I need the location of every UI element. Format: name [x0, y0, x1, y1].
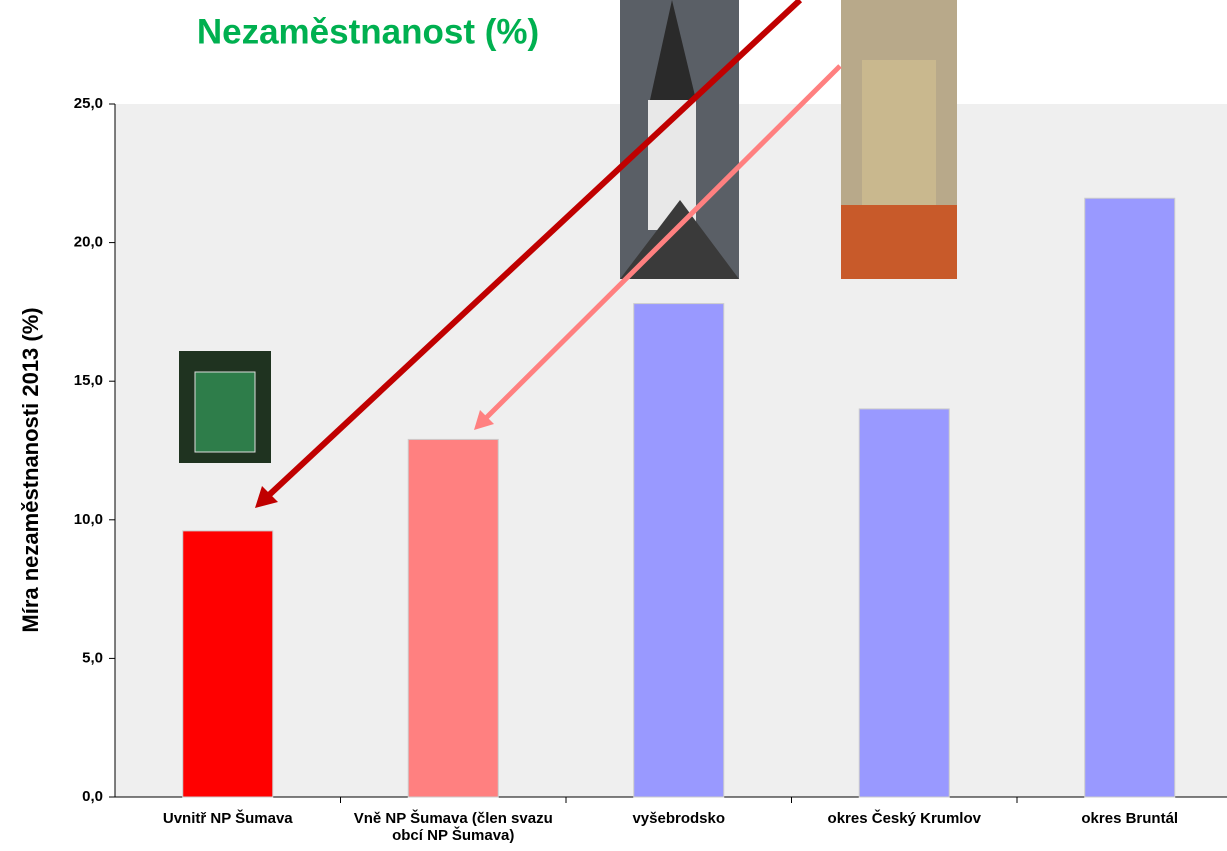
bar — [408, 439, 498, 797]
y-tick-label: 25,0 — [74, 95, 103, 112]
photo-detail — [195, 372, 255, 452]
x-tick-label: vyšebrodsko — [574, 810, 784, 827]
bar — [859, 409, 949, 797]
chart: Nezaměstnanost (%) Míra nezaměstnanosti … — [0, 0, 1227, 851]
photo-detail — [862, 60, 936, 210]
page: {"chart_data": {"type": "bar", "title": … — [0, 0, 1227, 851]
bar — [634, 304, 724, 797]
y-axis-title: Míra nezaměstnanosti 2013 (%) — [18, 307, 43, 632]
photo-detail — [841, 205, 957, 279]
y-tick-label: 15,0 — [74, 372, 103, 389]
bar — [183, 531, 273, 797]
y-tick-label: 5,0 — [82, 649, 103, 666]
y-tick-label: 10,0 — [74, 511, 103, 528]
x-tick-label: Uvnitř NP Šumava — [123, 810, 333, 827]
y-tick-label: 20,0 — [74, 234, 103, 251]
x-tick-label: okres Bruntál — [1025, 810, 1227, 827]
x-tick-label: Vně NP Šumava (člen svazu obcí NP Šumava… — [348, 810, 558, 844]
chart-title: Nezaměstnanost (%) — [197, 12, 539, 51]
y-tick-label: 0,0 — [82, 788, 103, 805]
x-tick-label: okres Český Krumlov — [799, 810, 1009, 827]
bar — [1085, 198, 1175, 797]
